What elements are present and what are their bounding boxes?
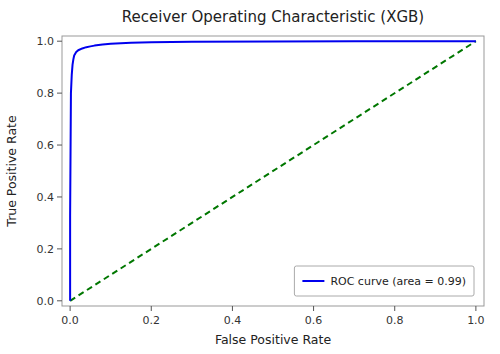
plot-frame bbox=[62, 36, 484, 306]
y-tick bbox=[57, 41, 62, 42]
y-tick-label: 0.4 bbox=[37, 191, 55, 204]
y-tick-label: 0.6 bbox=[37, 139, 55, 152]
x-tick bbox=[475, 306, 476, 311]
legend-swatch bbox=[302, 280, 324, 282]
x-tick-label: 0.2 bbox=[143, 314, 161, 327]
x-tick-label: 0.0 bbox=[61, 314, 79, 327]
y-tick-label: 1.0 bbox=[37, 35, 55, 48]
y-tick bbox=[57, 145, 62, 146]
title: Receiver Operating Characteristic (XGB) bbox=[122, 8, 424, 26]
legend-label: ROC curve (area = 0.99) bbox=[330, 275, 466, 288]
chart: 0.0 0.2 0.4 0.6 0.8 1.0 0.0 0.2 0.4 0.6 0.8 1.0 Rece… bbox=[0, 0, 500, 354]
y-axis-label: True Positive Rate bbox=[4, 115, 19, 228]
legend: ROC curve (area = 0.99) bbox=[294, 266, 474, 296]
series-line bbox=[70, 41, 476, 301]
x-tick-label: 0.6 bbox=[305, 314, 323, 327]
x-tick bbox=[232, 306, 233, 311]
legend-box bbox=[294, 266, 474, 296]
y-tick bbox=[57, 248, 62, 249]
y-tick bbox=[57, 93, 62, 94]
x-tick bbox=[70, 306, 71, 311]
y-tick bbox=[57, 300, 62, 301]
x-tick bbox=[313, 306, 314, 311]
series-line bbox=[70, 41, 476, 301]
x-tick-label: 0.4 bbox=[224, 314, 242, 327]
y-tick-label: 0.0 bbox=[37, 295, 55, 308]
plot-area bbox=[70, 41, 476, 301]
x-axis-label: False Positive Rate bbox=[215, 332, 331, 347]
y-tick-label: 0.2 bbox=[37, 243, 55, 256]
y-tick-label: 0.8 bbox=[37, 87, 55, 100]
x-tick bbox=[151, 306, 152, 311]
x-tick-label: 1.0 bbox=[467, 314, 485, 327]
x-tick bbox=[394, 306, 395, 311]
x-tick-label: 0.8 bbox=[386, 314, 404, 327]
y-tick bbox=[57, 196, 62, 197]
